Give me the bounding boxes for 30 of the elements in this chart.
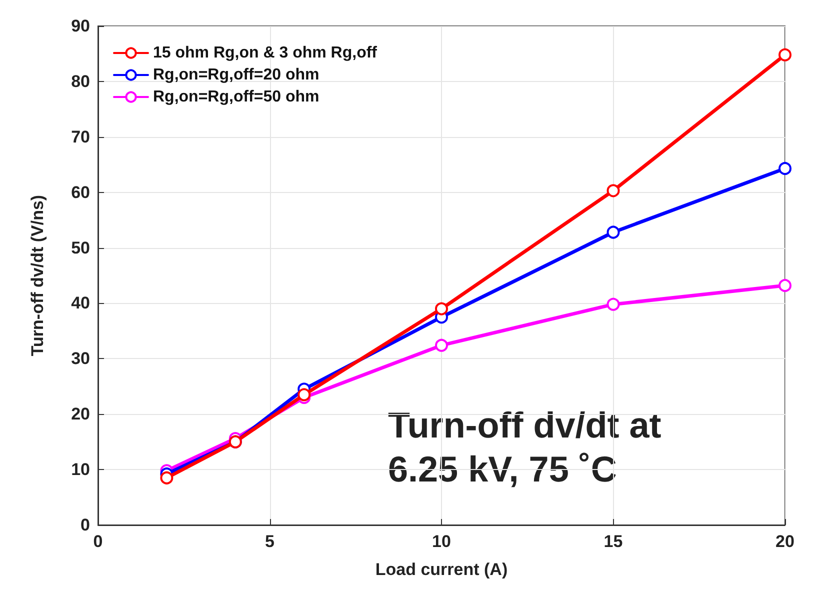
legend-label: 15 ohm Rg,on & 3 ohm Rg,off — [153, 44, 378, 62]
y-tick-label: 60 — [71, 182, 90, 202]
y-tick-label: 80 — [71, 72, 90, 91]
x-tick-label: 10 — [432, 532, 451, 551]
y-tick-label: 20 — [71, 404, 90, 424]
y-tick-label: 30 — [71, 349, 90, 368]
point — [778, 162, 792, 175]
y-tick-label: 40 — [71, 294, 90, 313]
y-tick-label: 50 — [71, 238, 90, 258]
y-tick-label: 0 — [80, 516, 90, 534]
y-axis-title: Turn-off dv/dt (V/ns) — [28, 194, 47, 356]
y-tick-label: 90 — [71, 16, 90, 36]
x-tick-label: 20 — [776, 532, 794, 551]
point — [606, 226, 620, 239]
point — [606, 298, 620, 311]
x-tick-label: 15 — [604, 532, 623, 551]
y-tick-label: 70 — [71, 127, 90, 146]
x-tick-label: 0 — [93, 532, 103, 551]
x-axis-title: Load current (A) — [375, 560, 508, 579]
point — [435, 338, 448, 352]
point — [606, 184, 620, 198]
point — [298, 388, 311, 402]
legend-label: Rg,on=Rg,off=50 ohm — [153, 88, 320, 106]
legend-label: Rg,on=Rg,off=20 ohm — [153, 66, 320, 84]
point — [435, 302, 448, 316]
point — [778, 48, 792, 62]
point — [160, 471, 174, 484]
y-tick-label: 10 — [71, 460, 90, 480]
point — [778, 278, 792, 292]
x-tick-label: 5 — [265, 532, 274, 551]
